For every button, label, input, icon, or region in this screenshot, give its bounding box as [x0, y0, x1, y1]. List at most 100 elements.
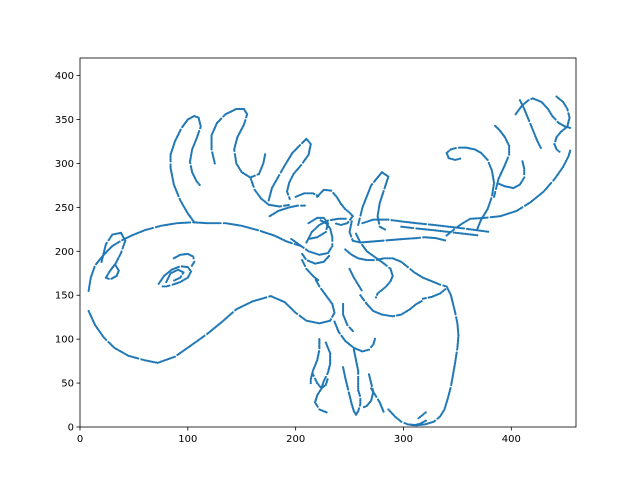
data-point — [440, 224, 444, 227]
data-point — [121, 247, 124, 250]
data-point — [412, 237, 415, 240]
data-point — [405, 237, 408, 240]
data-point — [422, 236, 425, 239]
data-point — [408, 423, 411, 426]
data-point — [459, 146, 462, 149]
data-point — [487, 161, 490, 165]
data-point — [331, 239, 334, 242]
data-point — [424, 411, 427, 414]
data-point — [410, 226, 413, 229]
data-point — [188, 221, 192, 224]
data-point — [287, 203, 290, 207]
data-point — [351, 329, 354, 333]
data-point — [219, 222, 222, 225]
data-point — [359, 241, 362, 244]
data-point — [357, 383, 360, 386]
data-point — [187, 221, 190, 224]
data-point — [295, 312, 299, 315]
data-point — [331, 237, 334, 241]
x-tick-label: 300 — [394, 434, 413, 445]
data-point — [88, 284, 91, 287]
data-point — [385, 218, 388, 221]
data-point — [232, 223, 235, 226]
data-point — [360, 289, 363, 292]
data-point — [331, 243, 334, 246]
data-point — [151, 226, 154, 230]
data-point — [395, 219, 398, 222]
data-point — [528, 119, 531, 123]
data-point — [444, 225, 447, 228]
data-point — [439, 224, 442, 227]
data-point — [357, 387, 360, 390]
data-point — [378, 203, 381, 206]
data-point — [469, 233, 472, 236]
data-point — [195, 221, 198, 224]
data-point — [378, 205, 381, 208]
data-point — [163, 224, 166, 227]
data-point — [478, 229, 482, 232]
data-point — [497, 215, 500, 218]
data-point — [371, 183, 374, 186]
data-point — [211, 222, 214, 225]
data-point — [377, 210, 380, 213]
data-point — [252, 185, 255, 188]
y-tick-label: 200 — [55, 247, 74, 258]
data-point — [173, 279, 176, 282]
data-point — [375, 293, 379, 296]
data-point — [359, 403, 362, 406]
data-point — [404, 237, 407, 240]
data-point — [192, 255, 195, 258]
data-point — [417, 236, 420, 240]
data-point — [396, 219, 400, 223]
x-tick-label: 100 — [178, 434, 197, 445]
data-point — [480, 229, 483, 232]
data-point — [190, 264, 193, 267]
data-point — [472, 228, 475, 231]
data-point — [440, 230, 444, 233]
data-point — [316, 195, 320, 198]
data-point — [237, 224, 240, 227]
data-point — [357, 385, 360, 388]
data-point — [434, 224, 437, 227]
data-point — [330, 189, 333, 192]
data-point — [179, 221, 182, 225]
data-point — [471, 233, 474, 236]
data-point — [207, 222, 210, 225]
data-point — [182, 221, 185, 224]
data-point — [459, 232, 462, 235]
data-point — [377, 208, 380, 211]
data-point — [439, 283, 442, 286]
data-point — [378, 222, 381, 225]
data-point — [469, 217, 472, 220]
data-point — [384, 257, 387, 260]
data-point — [175, 222, 179, 225]
data-point — [309, 380, 312, 383]
data-points — [87, 95, 572, 427]
data-point — [169, 163, 172, 166]
data-point — [359, 399, 362, 402]
data-point — [454, 313, 457, 316]
y-tick-label: 150 — [55, 291, 74, 302]
data-point — [406, 226, 410, 229]
data-point — [382, 218, 385, 221]
data-point — [424, 419, 428, 422]
data-point — [459, 226, 462, 230]
axes: 0 100 200 300 400 0 50 100 150 200 250 300 350 400 — [55, 57, 577, 445]
data-point — [376, 213, 379, 216]
data-point — [173, 355, 176, 358]
data-point — [180, 221, 183, 225]
data-point — [169, 166, 172, 169]
data-point — [568, 126, 572, 129]
y-tick-label: 250 — [55, 203, 74, 214]
data-point — [222, 222, 225, 225]
data-point — [278, 174, 281, 177]
data-point — [494, 190, 497, 194]
data-point — [436, 417, 439, 420]
data-point — [370, 384, 373, 388]
data-point — [214, 222, 217, 225]
data-point — [301, 204, 305, 207]
data-point — [478, 217, 481, 220]
data-point — [400, 420, 403, 423]
data-point — [166, 223, 169, 226]
data-point — [329, 318, 332, 321]
